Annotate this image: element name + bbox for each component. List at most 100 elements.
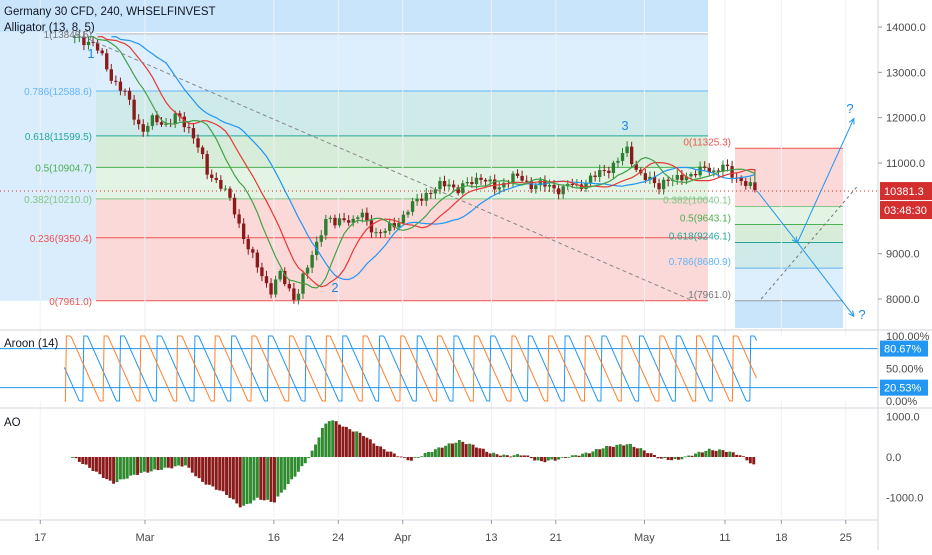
projection-dashed-line <box>760 185 859 300</box>
wave-label: 1 <box>87 46 94 61</box>
fib-left-band <box>96 135 708 168</box>
fib-left-level-label: 0.786(12588.6) <box>24 87 92 98</box>
ao-bar <box>711 450 715 457</box>
ao-bar <box>204 457 208 485</box>
countdown-label: 03:48:30 <box>884 205 927 217</box>
fib-left-band <box>96 167 708 199</box>
ao-bar <box>574 455 578 457</box>
ao-bar <box>396 456 400 458</box>
candle-body <box>237 214 241 224</box>
annotation-layer <box>0 33 878 318</box>
ao-bar <box>718 449 721 457</box>
ao-bar <box>389 451 393 457</box>
ao-bar <box>546 457 550 461</box>
candle-body <box>210 174 214 178</box>
ao-bar <box>519 455 523 457</box>
ao-bar <box>457 439 461 457</box>
chart-title: Germany 30 CFD, 240, WHSELFINVEST <box>4 6 216 18</box>
ao-bar <box>564 457 567 458</box>
ao-bar <box>71 457 74 458</box>
candle-body <box>598 170 602 178</box>
candle-body <box>333 217 337 226</box>
alligator-jaw-line <box>111 35 756 281</box>
ao-bar <box>81 457 85 465</box>
candle-body <box>360 212 365 218</box>
ao-title: AO <box>4 417 21 429</box>
ao-bar <box>211 457 215 487</box>
ao-bar <box>454 442 458 457</box>
candle-body <box>661 179 666 190</box>
aroon-background <box>0 336 878 401</box>
ao-bar <box>317 437 321 457</box>
candle-body <box>607 170 611 173</box>
candle-body <box>146 125 150 132</box>
ao-bar <box>276 457 280 497</box>
ao-bar <box>666 457 670 461</box>
candle-body <box>118 81 123 91</box>
candle-body <box>433 189 438 194</box>
ao-bar <box>581 453 585 457</box>
ao-bar <box>632 446 636 457</box>
ao-bar <box>505 455 509 457</box>
candle-body <box>698 166 702 176</box>
candle-body <box>105 53 109 70</box>
candle-body <box>374 232 378 234</box>
candle-body <box>82 36 86 46</box>
ao-bar <box>290 457 294 480</box>
fib-left-level-label: 0(7961.0) <box>49 297 92 308</box>
ao-bar <box>748 457 752 464</box>
fib-left-band <box>96 90 708 136</box>
ao-bar <box>468 443 472 457</box>
ao-bar <box>553 457 557 461</box>
candle-body <box>643 173 648 181</box>
ao-bar <box>495 454 499 457</box>
candle-body <box>451 184 456 188</box>
candle-body <box>680 175 684 181</box>
candle-body <box>351 218 355 223</box>
ao-bar <box>372 443 376 457</box>
ao-bar <box>687 455 691 457</box>
ao-bar <box>307 457 311 459</box>
fib-right-band <box>735 224 843 243</box>
candle-body <box>461 183 465 194</box>
ao-bar <box>622 445 626 457</box>
ao-bar <box>406 457 410 461</box>
ao-bar <box>488 453 492 457</box>
ao-bar <box>201 457 205 482</box>
candle-body <box>383 230 387 233</box>
ao-bar <box>320 427 324 457</box>
ao-bar <box>105 457 109 480</box>
time-tick-label: 11 <box>719 532 730 544</box>
ao-bar <box>745 457 749 461</box>
ao-bar <box>173 457 177 467</box>
ao-bar <box>752 457 756 465</box>
ao-bar <box>680 457 684 460</box>
ao-bar <box>362 436 365 457</box>
candle-body <box>356 217 360 219</box>
candle-body <box>511 173 515 184</box>
candle-body <box>173 113 177 125</box>
ao-bar <box>125 457 129 479</box>
ao-bar <box>721 450 725 457</box>
fib-right-band <box>735 242 843 269</box>
ao-bar <box>338 424 341 457</box>
candle-body <box>214 177 218 180</box>
candle-body <box>410 201 415 212</box>
ao-bar <box>639 448 643 457</box>
ao-bar <box>122 457 126 480</box>
ao-bar <box>413 457 417 458</box>
ao-bar <box>416 457 420 458</box>
ao-bar <box>249 457 252 504</box>
ao-bar <box>341 426 345 457</box>
candle-body <box>251 249 255 253</box>
candle-body <box>223 188 228 190</box>
ao-bar <box>94 457 98 472</box>
ao-bar <box>433 449 437 457</box>
arrow-head <box>848 310 855 318</box>
candle-body <box>415 198 419 202</box>
candle-body <box>132 99 136 120</box>
ao-bar <box>156 457 160 471</box>
